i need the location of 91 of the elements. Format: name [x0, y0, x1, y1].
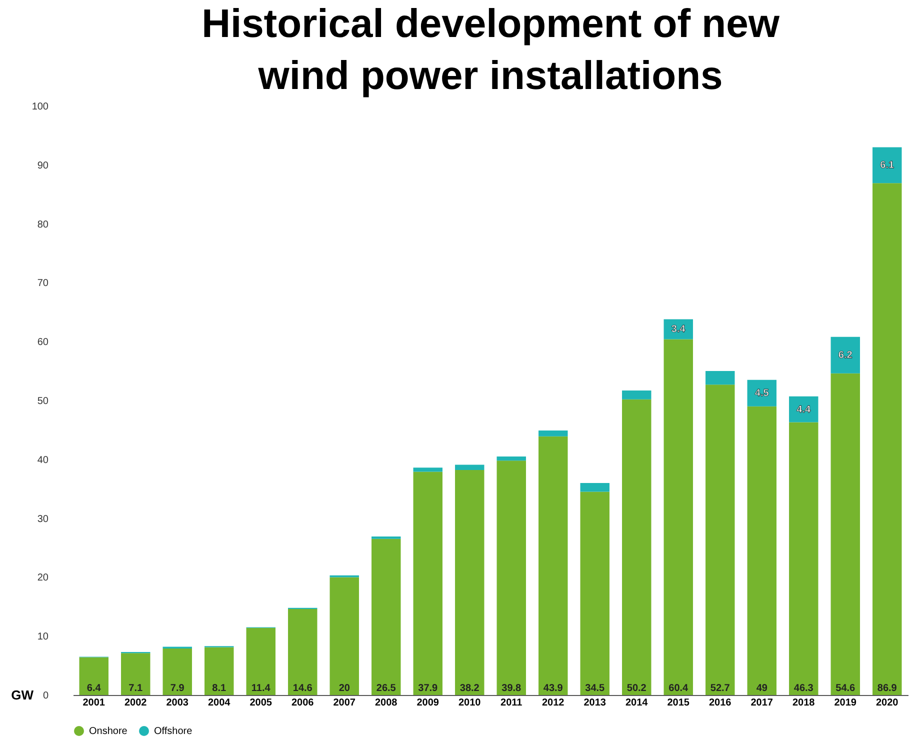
bar [580, 482, 610, 492]
text: Historical development of new [202, 2, 780, 46]
data-label: 11.4 [251, 683, 271, 694]
data-label: 26.5 [376, 683, 396, 694]
data-label: 34.5 [585, 683, 606, 694]
x-tick-label: 2009 [416, 698, 440, 708]
bar [413, 468, 442, 472]
bar [496, 456, 526, 461]
y-tick-label: 70 [37, 278, 49, 290]
y-tick-label: 0 [42, 690, 49, 702]
data-label: 4.5 [754, 388, 770, 400]
y-tick-label: 100 [32, 102, 49, 112]
x-tick-label: 2002 [124, 698, 148, 708]
data-label: 37.9 [418, 683, 438, 694]
bar [204, 647, 234, 695]
bar [872, 147, 902, 184]
data-label: 50.2 [626, 683, 647, 694]
y-tick-label: 60 [37, 337, 49, 348]
bar [538, 436, 568, 695]
data-label: 14.6 [292, 683, 313, 694]
data-label: 6.2 [838, 350, 853, 362]
y-tick-label: 20 [37, 572, 49, 584]
bar [622, 390, 652, 400]
data-label: 43.9 [543, 683, 564, 694]
bar [330, 577, 359, 695]
bar [872, 183, 902, 695]
bar [622, 399, 652, 695]
data-label: 8.1 [212, 683, 227, 694]
bar [372, 538, 401, 695]
legend-label: Onshore [89, 726, 128, 737]
bar [706, 384, 735, 695]
data-label: 52.7 [710, 683, 730, 694]
bar [496, 460, 526, 695]
y-tick-label: 50 [37, 396, 49, 407]
x-tick-label: 2015 [667, 698, 690, 708]
data-label: 39.8 [502, 683, 522, 694]
y-tick-label: 10 [37, 632, 49, 643]
x-tick-label: 2012 [542, 698, 565, 708]
bar [706, 371, 735, 385]
bar [79, 657, 108, 695]
data-label: 49 [756, 683, 768, 694]
bar [288, 609, 318, 695]
text: wind power installations [258, 54, 723, 98]
bar [580, 492, 610, 695]
data-label: 54.6 [836, 683, 856, 694]
x-tick-label: 2020 [876, 698, 899, 708]
x-tick-label: 2008 [375, 698, 398, 708]
data-label: 60.4 [668, 683, 689, 694]
data-label: 6.1 [880, 160, 895, 172]
x-tick-label: 2013 [584, 698, 606, 708]
bar [747, 406, 776, 695]
data-label: 4.4 [796, 404, 812, 416]
bar [162, 648, 192, 695]
x-tick-label: 2017 [750, 698, 774, 708]
x-tick-label: 2004 [208, 698, 231, 708]
data-label: 3.4 [671, 324, 686, 336]
y-axis-title: GW [11, 688, 34, 702]
y-tick-label: 30 [37, 514, 49, 525]
bar [789, 396, 818, 422]
data-label: 86.9 [877, 683, 898, 694]
bar [455, 464, 484, 470]
bar [413, 472, 442, 695]
x-tick-label: 2016 [709, 698, 732, 708]
bar [538, 430, 568, 436]
x-tick-label: 2003 [166, 698, 189, 708]
x-tick-label: 2011 [500, 698, 523, 708]
data-label: 38.2 [460, 683, 480, 694]
y-tick-label: 90 [37, 160, 49, 172]
y-tick-label: 40 [37, 454, 49, 466]
bar [830, 336, 860, 374]
bar [121, 653, 150, 695]
x-tick-label: 2006 [292, 698, 314, 708]
data-label: 7.1 [128, 683, 144, 694]
x-tick-label: 2014 [626, 698, 648, 708]
x-tick-label: 2010 [458, 698, 482, 708]
bar [830, 373, 860, 695]
bar [455, 470, 484, 695]
x-tick-label: 2005 [250, 698, 272, 708]
data-label: 6.4 [86, 683, 102, 694]
data-label: 7.9 [170, 683, 185, 694]
bar [664, 339, 693, 695]
x-tick-label: 2018 [792, 698, 816, 708]
x-tick-label: 2001 [82, 698, 106, 708]
y-tick-label: 80 [37, 219, 49, 230]
x-tick-label: 2019 [834, 698, 857, 708]
legend-label: Offshore [154, 726, 193, 737]
data-label: 20 [338, 683, 350, 694]
bar [246, 628, 276, 695]
data-label: 46.3 [794, 683, 814, 694]
x-tick-label: 2007 [333, 698, 356, 708]
bar [789, 422, 818, 695]
